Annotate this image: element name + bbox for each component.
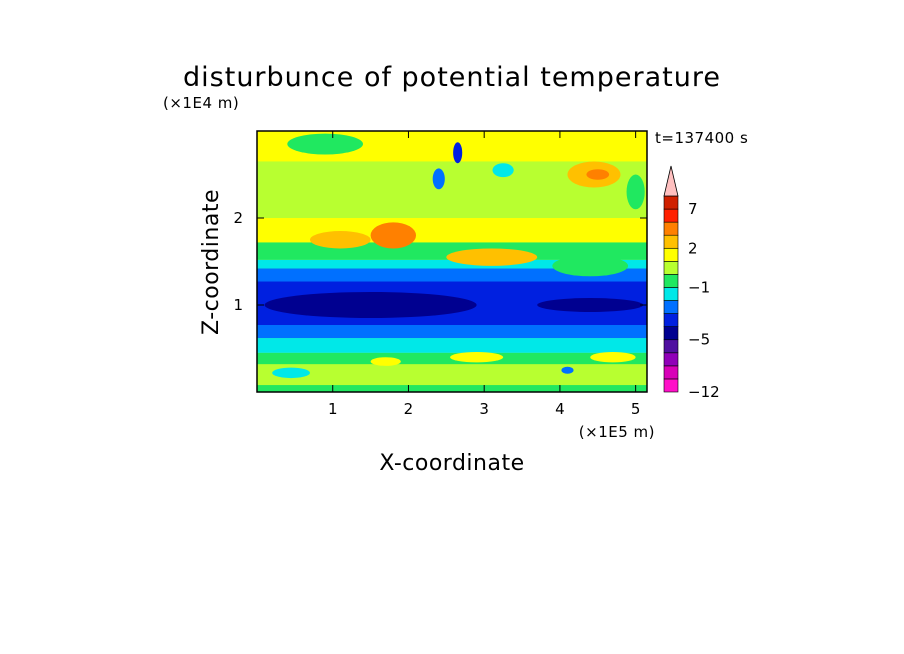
contour-band-1 [257, 364, 647, 386]
colorbar-swatch-12 [663, 221, 679, 236]
contour-feature-7 [310, 231, 371, 249]
x-scale-label: (×1E5 m) [579, 423, 655, 441]
contour-feature-10 [561, 366, 574, 374]
x-axis-label: X-coordinate [379, 451, 524, 476]
contour-feature-0 [453, 142, 463, 164]
x-tick-label-2: 2 [404, 400, 414, 418]
y-axis: 12 [233, 209, 647, 314]
y-scale-label: (×1E4 m) [163, 94, 239, 112]
contour-feature-2 [492, 163, 514, 178]
colorbar-swatch-11 [663, 234, 679, 249]
x-tick-label-1: 1 [328, 400, 338, 418]
chart-title: disturbunce of potential temperature [183, 62, 721, 93]
contour-feature-15 [537, 298, 644, 312]
colorbar: −12−5−127 [663, 165, 720, 401]
colorbar-swatch-9 [663, 261, 679, 275]
contour-band-6 [257, 268, 647, 282]
colorbar-label--1: −1 [688, 278, 710, 296]
colorbar-extend-arrow [663, 165, 679, 197]
y-tick-label-2: 2 [233, 209, 243, 227]
colorbar-swatch-1 [663, 365, 679, 380]
colorbar-label--5: −5 [688, 331, 710, 349]
colorbar-swatch-7 [663, 287, 679, 301]
x-tick-label-5: 5 [631, 400, 641, 418]
contour-feature-1 [432, 168, 445, 190]
colorbar-label--12: −12 [688, 383, 720, 401]
y-tick-label-1: 1 [233, 296, 243, 314]
colorbar-swatch-14 [663, 195, 679, 210]
contour-feature-14 [264, 291, 477, 319]
contour-band-7 [257, 259, 647, 269]
colorbar-swatch-0 [663, 378, 679, 393]
plot-frame [256, 130, 648, 393]
contour-feature-11 [450, 351, 504, 363]
colorbar-swatch-5 [663, 313, 679, 327]
contour-feature-5 [552, 255, 629, 277]
plot-area [257, 131, 647, 392]
contour-band-3 [257, 338, 647, 353]
contour-feature-9 [272, 367, 311, 379]
contour-feature-8 [370, 222, 417, 249]
contour-band-4 [257, 325, 647, 339]
contour-feature-4 [586, 169, 610, 180]
x-tick-label-4: 4 [555, 400, 565, 418]
x-axis: 1 2 3 4 5 [328, 131, 640, 418]
contour-feature-6 [446, 248, 538, 266]
colorbar-label-7: 7 [688, 200, 698, 218]
colorbar-swatch-4 [663, 326, 679, 341]
colorbar-swatch-13 [663, 208, 679, 223]
y-axis-label: Z-coordinate [199, 189, 224, 335]
colorbar-swatch-2 [663, 352, 679, 367]
colorbar-swatch-6 [663, 300, 679, 314]
x-tick-label-3: 3 [479, 400, 489, 418]
contour-feature-17 [626, 174, 645, 210]
colorbar-swatch-8 [663, 274, 679, 288]
colorbar-swatch-10 [663, 247, 679, 262]
colorbar-swatch-3 [663, 339, 679, 354]
time-label: t=137400 s [655, 129, 748, 147]
contour-feature-13 [370, 357, 401, 366]
colorbar-label-2: 2 [688, 239, 698, 257]
contour-feature-16 [287, 133, 364, 155]
contour-feature-12 [590, 351, 636, 363]
contour-band-0 [257, 385, 647, 392]
